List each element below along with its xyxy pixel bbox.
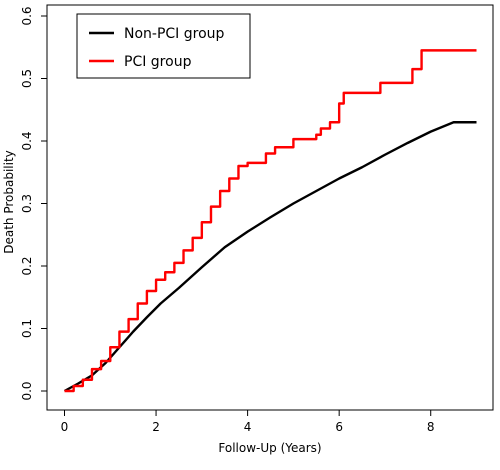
legend-label-pci: PCI group: [124, 54, 192, 70]
x-tick-label-1: 2: [152, 420, 160, 434]
legend: Non-PCI group PCI group: [76, 13, 251, 79]
x-axis-label: Follow-Up (Years): [218, 441, 321, 455]
y-tick-label-6: 0.6: [20, 6, 34, 25]
series-line-pci: [64, 49, 477, 393]
series-line-non-pci: [63, 121, 477, 393]
y-tick-label-0: 0.0: [20, 381, 34, 400]
y-tick-label-2: 0.2: [20, 256, 34, 275]
y-axis: 0.0 0.1 0.2 0.3 0.4 0.5 0.6: [20, 6, 47, 401]
y-tick-label-3: 0.3: [20, 194, 34, 213]
y-axis-label: Death Probability: [2, 150, 16, 254]
x-axis: 0 2 4 6 8: [61, 410, 435, 434]
plot-frame: [46, 4, 494, 411]
x-tick-label-2: 4: [244, 420, 252, 434]
x-tick-label-3: 6: [335, 420, 343, 434]
legend-label-non-pci: Non-PCI group: [124, 26, 225, 42]
series-layer: [63, 49, 477, 393]
x-tick-label-0: 0: [61, 420, 69, 434]
y-tick-label-4: 0.4: [20, 131, 34, 150]
y-tick-label-5: 0.5: [20, 69, 34, 88]
y-tick-label-1: 0.1: [20, 319, 34, 338]
x-tick-label-4: 8: [427, 420, 435, 434]
legend-box: [76, 13, 251, 79]
